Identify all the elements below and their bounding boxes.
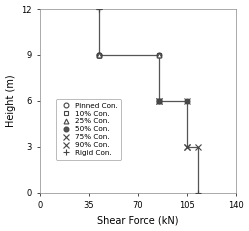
Y-axis label: Height (m): Height (m) <box>5 74 15 127</box>
X-axis label: Shear Force (kN): Shear Force (kN) <box>97 216 179 225</box>
Legend: Pinned Con., 10% Con., 25% Con., 50% Con., 75% Con., 90% Con., Rigid Con.: Pinned Con., 10% Con., 25% Con., 50% Con… <box>56 99 122 160</box>
